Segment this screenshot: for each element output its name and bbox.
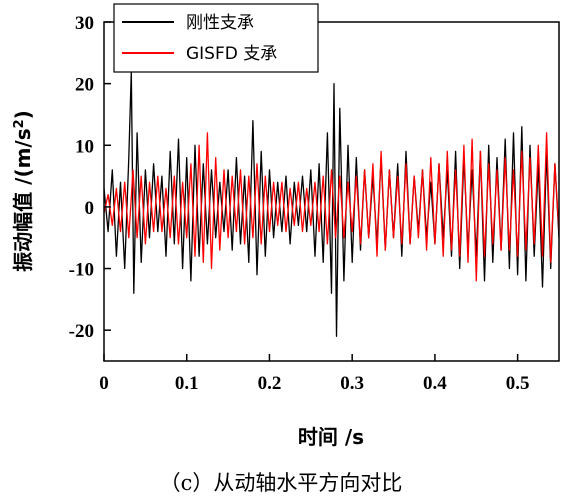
legend-box — [113, 3, 319, 73]
legend-label-rigid: 刚性支承 — [186, 13, 254, 33]
x-tick-label: 0.3 — [340, 373, 364, 394]
series-line-gisfd — [104, 132, 559, 282]
x-tick-label: 0.5 — [506, 373, 530, 394]
x-tick-label: 0.4 — [423, 373, 447, 394]
x-tick-label: 0.1 — [175, 373, 199, 394]
y-tick-label: 10 — [75, 136, 94, 157]
ticks-layer: 0 0.1 0.2 0.3 0.4 0.5 -20 -10 0 10 20 30 — [69, 13, 530, 394]
y-axis-title-close: ) — [11, 110, 35, 119]
x-tick-label: 0.2 — [258, 373, 282, 394]
legend-label-gisfd: GISFD 支承 — [186, 44, 277, 64]
y-tick-label: -20 — [69, 321, 94, 342]
y-axis-title: 振动幅值 /(m/s2) — [11, 110, 35, 272]
y-tick-label: 20 — [75, 75, 94, 96]
y-tick-label: 30 — [75, 13, 94, 34]
y-axis-title-main: 振动幅值 /(m/s — [11, 128, 35, 271]
y-axis-title-superscript: 2 — [12, 119, 27, 128]
x-axis-title: 时间 /s — [298, 425, 364, 449]
legend: 刚性支承 GISFD 支承 — [113, 3, 319, 73]
series-layer — [104, 70, 559, 337]
y-tick-label: -10 — [69, 260, 94, 281]
y-tick-label: 0 — [85, 198, 95, 219]
plot-area-frame — [103, 21, 560, 362]
figure-caption: （c）从动轴水平方向对比 — [160, 471, 403, 495]
x-tick-label: 0 — [99, 373, 109, 394]
